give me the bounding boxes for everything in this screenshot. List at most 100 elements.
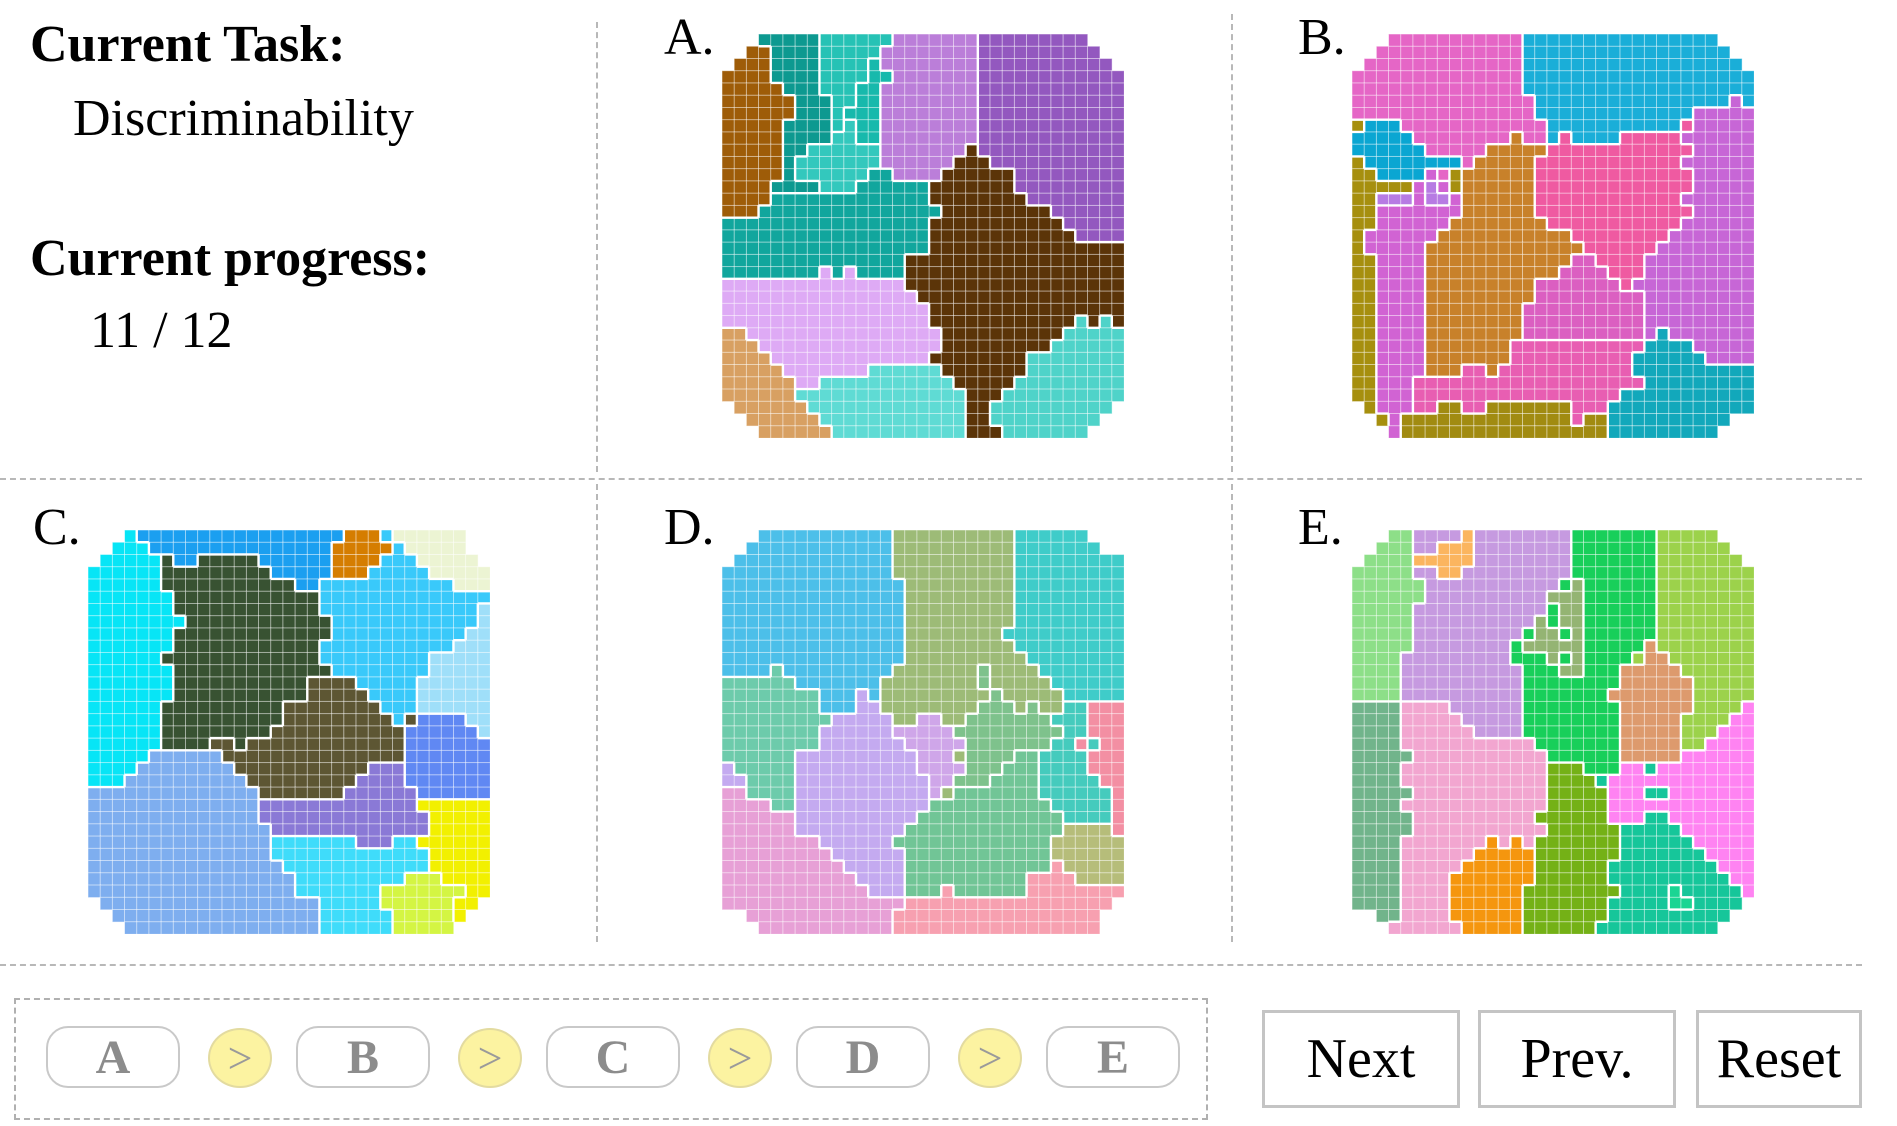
grid-cell: [1038, 315, 1052, 329]
grid-cell: [770, 872, 784, 886]
grid-cell: [111, 811, 126, 825]
grid-cell: [331, 602, 345, 617]
grid-cell: [1001, 168, 1016, 182]
grid-cell: [1074, 425, 1089, 438]
grid-cell: [916, 530, 930, 543]
grid-cell: [952, 229, 967, 243]
grid-cell: [1050, 70, 1064, 84]
grid-cell: [1631, 602, 1646, 617]
grid-cell: [867, 811, 882, 825]
grid-cell: [148, 651, 162, 666]
grid-cell: [1643, 229, 1658, 243]
grid-cell: [879, 541, 894, 556]
grid-cell: [1074, 351, 1089, 366]
grid-cell: [1729, 627, 1743, 641]
grid-cell: [1087, 241, 1101, 256]
grid-cell: [1509, 749, 1524, 764]
divider-vertical-1: [596, 22, 598, 472]
grid-cell: [1013, 737, 1028, 752]
grid-cell: [88, 811, 101, 825]
grid-cell: [160, 737, 175, 752]
grid-cell: [1558, 713, 1573, 727]
grid-cell: [1570, 327, 1585, 341]
grid-cell: [867, 58, 882, 72]
grid-cell: [1607, 413, 1621, 427]
grid-cell: [1038, 204, 1052, 219]
grid-cell: [1412, 578, 1426, 592]
grid-cell: [1631, 351, 1646, 366]
grid-cell: [1607, 70, 1621, 84]
grid-cell: [1741, 229, 1754, 243]
grid-cell: [1388, 541, 1402, 556]
grid-cell: [1062, 131, 1077, 145]
grid-cell: [1656, 664, 1670, 678]
grid-cell: [1680, 70, 1694, 84]
grid-cell: [1656, 376, 1670, 390]
panel-e-colormap[interactable]: [1352, 530, 1754, 934]
grid-cell: [392, 847, 406, 862]
grid-cell: [1741, 749, 1754, 764]
grid-cell: [197, 590, 211, 605]
grid-cell: [879, 34, 894, 47]
grid-cell: [1001, 676, 1016, 690]
grid-cell: [1074, 847, 1089, 862]
grid-cell: [892, 302, 906, 317]
grid-cell: [1412, 302, 1426, 317]
grid-cell: [1424, 168, 1439, 182]
grid-cell: [1050, 413, 1064, 427]
grid-cell: [1717, 94, 1731, 109]
grid-cell: [1448, 217, 1463, 231]
grid-cell: [1570, 400, 1585, 415]
grid-cell: [1570, 217, 1585, 231]
grid-cell: [1534, 676, 1548, 690]
grid-cell: [794, 921, 809, 934]
panel-a-colormap[interactable]: [722, 34, 1124, 438]
grid-cell: [1741, 106, 1754, 121]
grid-cell: [1619, 241, 1633, 256]
grid-cell: [831, 725, 845, 739]
grid-cell: [989, 541, 1003, 556]
grid-cell: [977, 180, 991, 194]
grid-cell: [928, 388, 943, 403]
grid-cell: [148, 688, 162, 703]
grid-cell: [1668, 168, 1682, 182]
grid-cell: [148, 602, 162, 617]
grid-cell: [258, 872, 272, 886]
grid-cell: [1050, 737, 1064, 752]
grid-cell: [1461, 339, 1475, 354]
grid-cell: [831, 143, 845, 158]
grid-cell: [1412, 749, 1426, 764]
grid-cell: [367, 847, 382, 862]
grid-cell: [879, 217, 894, 231]
grid-cell: [1522, 639, 1536, 654]
panel-c-colormap[interactable]: [88, 530, 490, 934]
grid-cell: [722, 566, 735, 580]
grid-cell: [1099, 229, 1113, 243]
grid-cell: [282, 749, 296, 764]
grid-cell: [1001, 700, 1016, 715]
grid-cell: [111, 676, 126, 690]
grid-cell: [1534, 400, 1548, 415]
grid-cell: [1001, 70, 1016, 84]
grid-cell: [1692, 94, 1707, 109]
grid-cell: [160, 713, 175, 727]
grid-cell: [258, 688, 272, 703]
grid-cell: [1436, 131, 1451, 145]
grid-cell: [758, 266, 772, 280]
panel-b-colormap[interactable]: [1352, 34, 1754, 438]
grid-cell: [831, 339, 845, 354]
grid-cell: [1473, 192, 1487, 207]
current-progress-label: Current progress:: [30, 230, 431, 287]
grid-cell: [879, 921, 894, 934]
grid-cell: [184, 578, 199, 592]
grid-cell: [1595, 688, 1609, 703]
grid-cell: [831, 290, 845, 305]
grid-cell: [1546, 168, 1560, 182]
grid-cell: [770, 388, 784, 403]
grid-cell: [233, 541, 248, 556]
grid-cell: [1485, 204, 1499, 219]
grid-cell: [1111, 798, 1124, 813]
panel-d-colormap[interactable]: [722, 530, 1124, 934]
grid-cell: [758, 602, 772, 617]
grid-cell: [1448, 302, 1463, 317]
